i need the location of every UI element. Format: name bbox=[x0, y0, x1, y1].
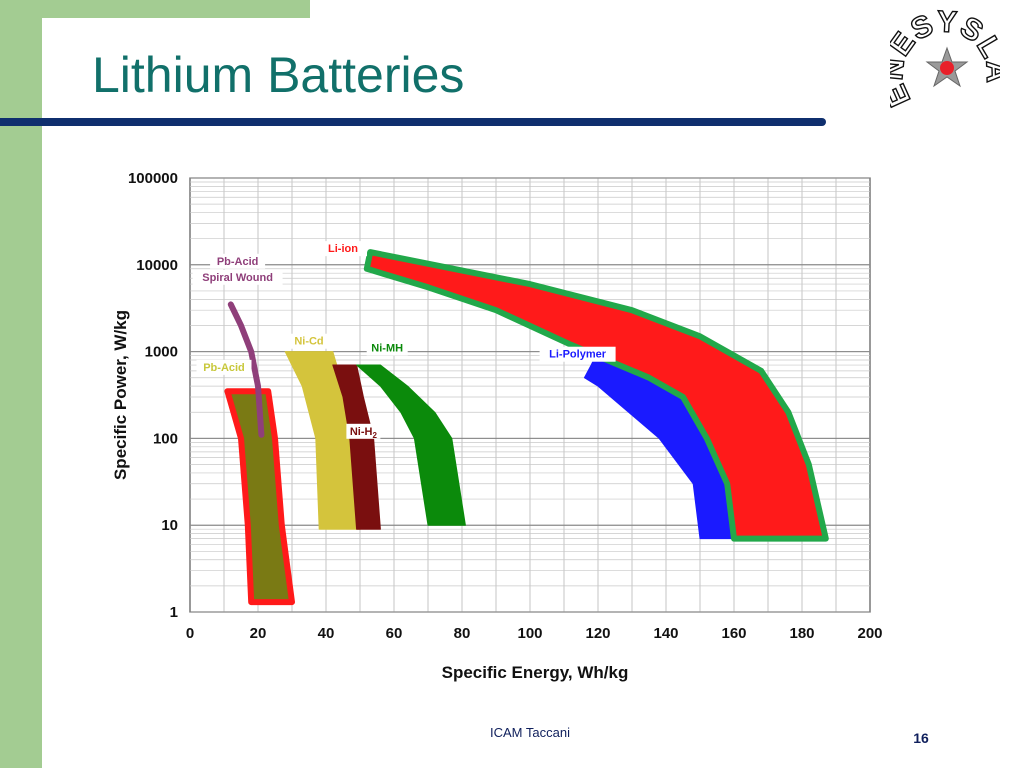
series-label-ni-h2: Ni-H2 bbox=[350, 426, 378, 440]
series-label-ni-mh: Ni-MH bbox=[371, 343, 403, 355]
series-pb-acid-spiral-wound-curve bbox=[227, 301, 265, 438]
series-label-li-polymer: Li-Polymer bbox=[549, 349, 607, 361]
series-label-background bbox=[366, 340, 408, 356]
y-tick-label: 1000 bbox=[145, 344, 178, 361]
series-label-pb-acid-spiral-wound: Pb-Acid bbox=[217, 256, 259, 268]
chart-series-layer bbox=[224, 249, 829, 606]
series-label-pb-acid: Pb-Acid bbox=[203, 362, 245, 374]
series-label-background bbox=[319, 241, 367, 257]
series-ni-mh-region bbox=[356, 364, 466, 526]
series-ni-h2-region bbox=[332, 364, 381, 530]
x-tick-label: 80 bbox=[454, 625, 471, 642]
y-tick-label: 100000 bbox=[128, 170, 178, 187]
enesyslab-logo: ENESYSLAB bbox=[890, 8, 1000, 112]
series-label-ni-cd: Ni-Cd bbox=[294, 336, 323, 348]
x-tick-label: 120 bbox=[585, 625, 610, 642]
series-label-background bbox=[346, 423, 381, 439]
chart-series-labels: Pb-Acid Pb-Acid Spiral Wound Ni-Cd Ni-H2 Ni-M… bbox=[192, 241, 616, 440]
battery-ragone-chart: Pb-Acid Pb-Acid Spiral Wound Ni-Cd Ni-H2 Ni-M… bbox=[111, 170, 883, 682]
series-label-background bbox=[288, 333, 330, 349]
series-li-ion-region bbox=[363, 249, 829, 542]
x-tick-label: 160 bbox=[721, 625, 746, 642]
y-tick-label: 1 bbox=[170, 604, 178, 621]
header-accent-band bbox=[0, 0, 310, 18]
y-tick-label: 10000 bbox=[136, 257, 178, 274]
series-pb-acid-region bbox=[224, 388, 295, 606]
x-tick-label: 20 bbox=[250, 625, 267, 642]
x-tick-label: 40 bbox=[318, 625, 335, 642]
y-tick-label: 10 bbox=[161, 517, 178, 534]
x-tick-label: 60 bbox=[386, 625, 403, 642]
x-tick-label: 200 bbox=[857, 625, 882, 642]
x-tick-label: 0 bbox=[186, 625, 194, 642]
series-label-background bbox=[539, 346, 616, 362]
x-axis-label: Specific Energy, Wh/kg bbox=[442, 663, 629, 682]
x-tick-label: 180 bbox=[789, 625, 814, 642]
x-tick-label: 100 bbox=[517, 625, 542, 642]
x-tick-label: 140 bbox=[653, 625, 678, 642]
left-accent-bar bbox=[0, 0, 42, 768]
chart-tick-labels: 0 20 40 60 80 100 120 140 160 180 200 1 10 100 1000 100… bbox=[128, 170, 883, 642]
series-label-background bbox=[196, 359, 252, 375]
slide-title: Lithium Batteries bbox=[92, 47, 465, 103]
title-underline bbox=[0, 118, 826, 126]
y-tick-label: 100 bbox=[153, 430, 178, 447]
series-label-li-ion: Li-ion bbox=[328, 243, 358, 255]
series-label-background bbox=[210, 253, 266, 269]
series-label-background bbox=[192, 269, 283, 285]
page-number: 16 bbox=[913, 730, 929, 746]
series-label-pb-acid-spiral-wound: Spiral Wound bbox=[202, 272, 273, 284]
y-axis-label: Specific Power, W/kg bbox=[111, 310, 130, 480]
footer-text: ICAM Taccani bbox=[490, 725, 570, 740]
